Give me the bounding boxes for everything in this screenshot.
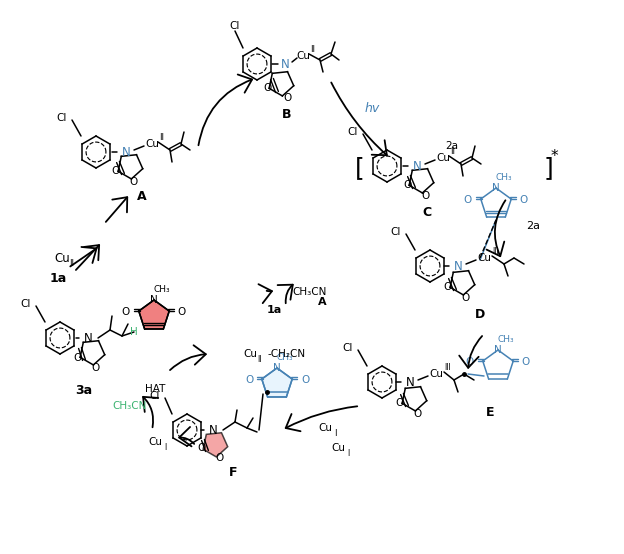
Text: O: O [74,353,82,363]
Text: *: * [550,148,558,163]
Text: CH₃: CH₃ [498,336,514,345]
Text: CH₃: CH₃ [495,173,512,182]
Text: B: B [282,107,292,121]
Text: N: N [122,146,130,158]
Text: Cu: Cu [436,153,450,163]
Text: II: II [311,45,316,54]
Polygon shape [203,433,228,457]
Text: 1a: 1a [266,305,281,315]
Text: O: O [466,357,474,367]
Text: O: O [462,293,470,303]
Text: 1a: 1a [49,273,67,285]
Text: O: O [215,453,223,463]
Text: III: III [492,248,499,257]
Text: Cu: Cu [296,51,310,61]
Text: hv: hv [364,101,379,115]
Text: II: II [69,259,74,269]
Text: II: II [160,134,165,142]
Text: N: N [494,345,502,355]
Text: A: A [137,189,147,203]
Text: II: II [258,356,262,365]
Text: N: N [492,183,500,193]
Text: Cu: Cu [318,423,332,433]
Text: F: F [229,465,237,479]
Text: O: O [421,191,429,201]
Text: O: O [522,357,530,367]
Text: III: III [445,363,451,372]
Text: [: [ [355,156,365,180]
Text: Cl: Cl [21,299,31,309]
Text: Cu: Cu [148,437,162,447]
Text: CH₃: CH₃ [276,353,293,362]
Text: I: I [164,444,166,453]
Text: E: E [485,406,494,418]
Text: Cl: Cl [230,21,240,31]
Text: O: O [263,83,271,93]
Text: Cu: Cu [243,349,257,359]
Text: N: N [273,363,281,373]
Text: -CH₂CN: -CH₂CN [268,349,306,359]
Text: Cu: Cu [477,253,491,263]
Text: N: N [150,295,158,305]
Text: N: N [84,331,92,345]
Text: O: O [130,177,138,187]
Text: CH₃: CH₃ [154,285,170,295]
Text: O: O [403,180,411,190]
Text: O: O [414,409,422,419]
Text: O: O [520,195,528,205]
Text: O: O [301,375,309,385]
Text: N: N [412,160,421,172]
Text: N: N [208,423,217,437]
Text: 2a: 2a [526,221,540,231]
Text: O: O [197,443,205,453]
Text: Cl: Cl [391,227,401,237]
Text: A: A [318,297,326,307]
Text: Cl: Cl [343,343,353,353]
Text: Cu: Cu [331,443,345,453]
Text: N: N [454,259,462,273]
Text: O: O [92,363,100,373]
Text: CH₃CN: CH₃CN [293,287,327,297]
Text: D: D [475,307,485,321]
Text: Cl: Cl [348,127,358,137]
Text: Cl: Cl [57,113,67,123]
Text: H: H [130,327,138,337]
Text: N: N [406,376,414,388]
Text: O: O [122,307,130,317]
Text: O: O [396,398,404,408]
Text: ]: ] [543,156,553,180]
Text: O: O [178,307,186,317]
Polygon shape [139,300,169,329]
Text: N: N [281,58,290,70]
Text: I: I [334,429,336,439]
Text: O: O [464,195,472,205]
Text: Cu: Cu [145,139,159,149]
Text: Cl: Cl [150,391,160,401]
Text: I: I [347,449,349,459]
Text: C: C [422,206,432,218]
Text: O: O [112,166,120,176]
Text: 2a: 2a [445,141,458,151]
Text: O: O [283,93,291,103]
Polygon shape [262,368,292,397]
Text: II: II [451,147,456,156]
Text: O: O [245,375,253,385]
Text: CH₃CN: CH₃CN [113,401,147,411]
Text: HAT: HAT [145,384,165,394]
Text: O: O [444,282,452,292]
Text: 3a: 3a [76,383,92,397]
Text: Cu: Cu [54,252,70,264]
Text: Cu: Cu [429,369,443,379]
